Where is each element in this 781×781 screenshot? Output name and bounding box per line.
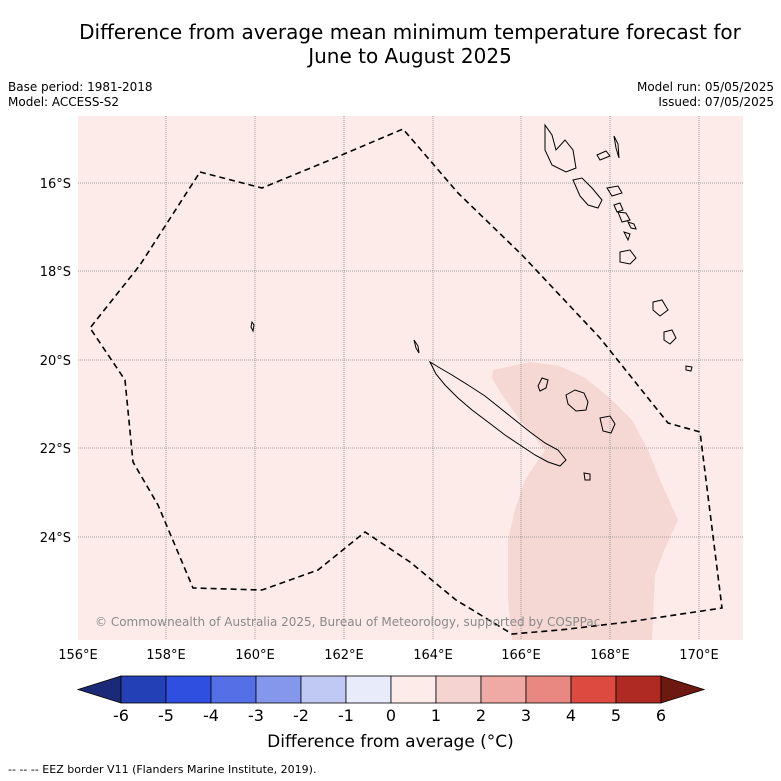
issued-date: Issued: 07/05/2025 bbox=[658, 95, 774, 109]
colorbar-arrow-low bbox=[76, 675, 122, 704]
mare-island bbox=[599, 415, 616, 434]
colorbar-tick-label: -4 bbox=[203, 706, 219, 725]
right-meta: Model run: 05/05/2025 Issued: 07/05/2025 bbox=[637, 80, 774, 110]
warm-anomaly-region bbox=[492, 362, 678, 640]
longitude-label: 160°E bbox=[235, 648, 275, 663]
loyalty-east-island bbox=[652, 299, 669, 317]
malakula-island bbox=[572, 177, 603, 209]
colorbar-segment bbox=[570, 675, 617, 704]
colorbar-tick-label: 6 bbox=[656, 706, 666, 725]
belep-islet bbox=[413, 339, 420, 354]
longitude-label: 168°E bbox=[590, 648, 630, 663]
espiritu-santo-island bbox=[544, 123, 577, 173]
ouvea-island bbox=[537, 377, 549, 392]
longitude-label: 158°E bbox=[146, 648, 186, 663]
colorbar-tick-label: 3 bbox=[521, 706, 531, 725]
model-name: Model: ACCESS-S2 bbox=[8, 95, 120, 109]
colorbar-segment bbox=[165, 675, 212, 704]
colorbar-segment bbox=[255, 675, 302, 704]
colorbar-tick-label: 2 bbox=[476, 706, 486, 725]
eez-footnote: -- -- -- EEZ border V11 (Flanders Marine… bbox=[8, 763, 317, 776]
tanna-islet bbox=[623, 231, 631, 242]
colorbar-segment bbox=[435, 675, 482, 704]
model-run: Model run: 05/05/2025 bbox=[636, 80, 774, 94]
longitude-label: 162°E bbox=[324, 648, 364, 663]
matthew-islet bbox=[685, 365, 693, 372]
shepherd-islet bbox=[627, 221, 637, 230]
new-caledonia-island bbox=[428, 360, 567, 467]
efate-island bbox=[617, 211, 631, 223]
longitude-label: 170°E bbox=[679, 648, 719, 663]
colorbar-arrow-high bbox=[660, 675, 706, 704]
colorbar-tick-label: -5 bbox=[158, 706, 174, 725]
colorbar-segment bbox=[480, 675, 527, 704]
malo-island bbox=[596, 150, 611, 161]
colorbar-segment bbox=[210, 675, 257, 704]
left-meta: Base period: 1981-2018 Model: ACCESS-S2 bbox=[8, 80, 153, 110]
colorbar: -6 -5 -4 -3 -2 -1 0 1 2 3 4 5 6 bbox=[76, 675, 706, 725]
maewo-island bbox=[613, 135, 620, 159]
erromango-island bbox=[619, 249, 637, 265]
graticule bbox=[78, 116, 743, 640]
loyalty-south-island bbox=[663, 329, 677, 345]
colorbar-tick-label: -1 bbox=[338, 706, 354, 725]
colorbar-tick-label: 4 bbox=[566, 706, 576, 725]
longitude-label: 164°E bbox=[413, 648, 453, 663]
colorbar-segment bbox=[615, 675, 662, 704]
colorbar-segment bbox=[120, 675, 167, 704]
colorbar-segment bbox=[345, 675, 392, 704]
latitude-label: 16°S bbox=[40, 177, 71, 192]
colorbar-tick-label: -3 bbox=[248, 706, 264, 725]
latitude-label: 20°S bbox=[40, 354, 71, 369]
epi-island bbox=[613, 202, 624, 213]
lifou-island bbox=[565, 389, 589, 412]
base-period: Base period: 1981-2018 bbox=[8, 80, 153, 94]
colorbar-tick-label: 1 bbox=[431, 706, 441, 725]
eez-border bbox=[89, 128, 723, 635]
latitude-label: 18°S bbox=[40, 265, 71, 280]
latitude-label: 22°S bbox=[40, 442, 71, 457]
title-line-2: June to August 2025 bbox=[308, 44, 512, 68]
colorbar-segment bbox=[525, 675, 572, 704]
title-line-1: Difference from average mean minimum tem… bbox=[79, 20, 741, 44]
colorbar-tick-label: -6 bbox=[113, 706, 129, 725]
map-area: © Commownealth of Australia 2025, Bureau… bbox=[78, 116, 743, 640]
longitude-labels: 156°E 158°E 160°E 162°E 164°E 166°E 168°E 170°E bbox=[58, 648, 719, 663]
longitude-label: 156°E bbox=[58, 648, 98, 663]
colorbar-tick-label: 0 bbox=[386, 706, 396, 725]
colorbar-segment bbox=[300, 675, 347, 704]
copyright-text: © Commownealth of Australia 2025, Bureau… bbox=[95, 615, 600, 629]
colorbar-tick-label: -2 bbox=[293, 706, 309, 725]
longitude-label: 166°E bbox=[501, 648, 541, 663]
latitude-labels: 16°S 18°S 20°S 22°S 24°S bbox=[40, 177, 71, 546]
isle-of-pines bbox=[583, 472, 591, 481]
latitude-label: 24°S bbox=[40, 531, 71, 546]
colorbar-segment bbox=[390, 675, 437, 704]
chesterfield-islet bbox=[250, 320, 255, 333]
chart-title: Difference from average mean minimum tem… bbox=[0, 20, 781, 68]
ambrym-island bbox=[606, 185, 623, 197]
colorbar-title: Difference from average (°C) bbox=[267, 732, 514, 752]
colorbar-tick-label: 5 bbox=[611, 706, 621, 725]
